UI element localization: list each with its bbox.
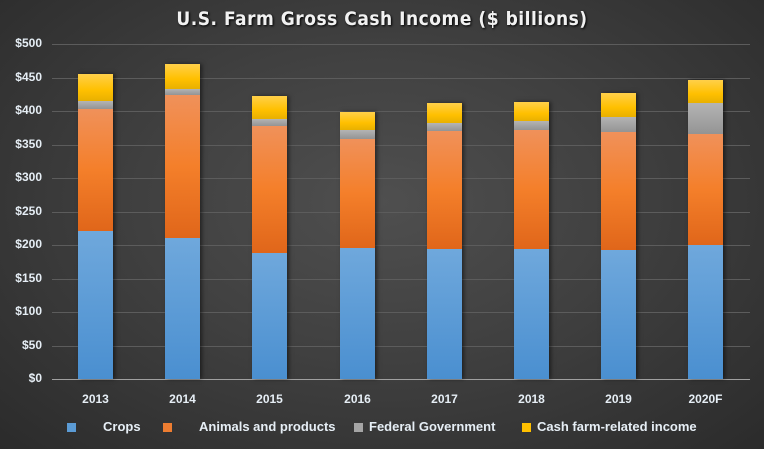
bar-2016[interactable] bbox=[340, 112, 375, 379]
y-tick-label: $200 bbox=[15, 237, 42, 251]
x-tick-label: 2016 bbox=[344, 392, 371, 406]
y-tick-label: $150 bbox=[15, 271, 42, 285]
bar-segment-cash[interactable] bbox=[601, 92, 636, 118]
bar-segment-cash[interactable] bbox=[78, 74, 113, 101]
legend-label-crops[interactable]: Crops bbox=[103, 419, 141, 434]
bar-segment-cash[interactable] bbox=[427, 102, 462, 124]
bar-segment-animals[interactable] bbox=[601, 131, 636, 250]
gridline bbox=[52, 178, 750, 179]
bar-segment-federal[interactable] bbox=[165, 88, 200, 95]
gridline bbox=[52, 346, 750, 347]
y-tick-label: $250 bbox=[15, 204, 42, 218]
gridline bbox=[52, 78, 750, 79]
bar-segment-animals[interactable] bbox=[165, 94, 200, 239]
bar-2017[interactable] bbox=[427, 102, 462, 379]
bar-segment-cash[interactable] bbox=[514, 102, 549, 122]
bar-segment-crops[interactable] bbox=[252, 253, 287, 379]
bar-2018[interactable] bbox=[514, 102, 549, 379]
bar-2015[interactable] bbox=[252, 96, 287, 379]
gridline bbox=[52, 279, 750, 280]
bar-segment-federal[interactable] bbox=[340, 129, 375, 140]
bar-segment-federal[interactable] bbox=[427, 123, 462, 132]
x-tick-label: 2015 bbox=[256, 392, 283, 406]
bar-segment-cash[interactable] bbox=[688, 80, 723, 103]
bar-segment-crops[interactable] bbox=[514, 249, 549, 379]
y-tick-label: $500 bbox=[15, 36, 42, 50]
bar-segment-animals[interactable] bbox=[340, 139, 375, 248]
y-tick-label: $100 bbox=[15, 304, 42, 318]
y-tick-label: $0 bbox=[28, 371, 42, 385]
bar-segment-federal[interactable] bbox=[78, 100, 113, 109]
legend-swatch-crops-icon bbox=[67, 423, 76, 432]
bar-2020F[interactable] bbox=[688, 80, 723, 379]
bar-2014[interactable] bbox=[165, 64, 200, 379]
gridline bbox=[52, 312, 750, 313]
bar-segment-federal[interactable] bbox=[252, 119, 287, 126]
x-tick-label: 2018 bbox=[518, 392, 545, 406]
legend-swatch-animals-icon bbox=[163, 423, 172, 432]
bar-segment-crops[interactable] bbox=[340, 247, 375, 379]
bar-segment-cash[interactable] bbox=[252, 96, 287, 120]
bar-segment-federal[interactable] bbox=[514, 121, 549, 130]
bar-segment-cash[interactable] bbox=[165, 64, 200, 89]
legend-label-animals[interactable]: Animals and products bbox=[199, 419, 336, 434]
gridline bbox=[52, 245, 750, 246]
bar-segment-crops[interactable] bbox=[165, 238, 200, 379]
bar-segment-crops[interactable] bbox=[78, 230, 113, 379]
chart-title: U.S. Farm Gross Cash Income ($ billions) bbox=[176, 8, 588, 30]
bar-segment-animals[interactable] bbox=[78, 108, 113, 231]
bar-segment-animals[interactable] bbox=[427, 131, 462, 250]
bar-segment-crops[interactable] bbox=[688, 244, 723, 379]
bar-segment-federal[interactable] bbox=[601, 117, 636, 132]
bar-2019[interactable] bbox=[601, 92, 636, 379]
bar-segment-animals[interactable] bbox=[514, 129, 549, 250]
x-tick-label: 2019 bbox=[605, 392, 632, 406]
bar-segment-cash[interactable] bbox=[340, 112, 375, 130]
gridline bbox=[52, 111, 750, 112]
legend-label-cash[interactable]: Cash farm-related income bbox=[537, 419, 697, 434]
x-tick-label: 2013 bbox=[82, 392, 109, 406]
gridline bbox=[52, 44, 750, 45]
y-tick-label: $300 bbox=[15, 170, 42, 184]
x-tick-label: 2014 bbox=[169, 392, 196, 406]
y-tick-label: $450 bbox=[15, 70, 42, 84]
y-tick-label: $400 bbox=[15, 103, 42, 117]
bar-segment-federal[interactable] bbox=[688, 102, 723, 134]
bar-segment-crops[interactable] bbox=[427, 249, 462, 379]
y-tick-label: $350 bbox=[15, 137, 42, 151]
bar-segment-animals[interactable] bbox=[688, 133, 723, 245]
bar-segment-animals[interactable] bbox=[252, 125, 287, 254]
legend-swatch-cash-icon bbox=[522, 423, 531, 432]
gridline bbox=[52, 212, 750, 213]
bar-segment-crops[interactable] bbox=[601, 249, 636, 379]
gridline bbox=[52, 145, 750, 146]
y-tick-label: $50 bbox=[21, 338, 42, 352]
x-tick-label: 2017 bbox=[431, 392, 458, 406]
bar-2013[interactable] bbox=[78, 74, 113, 379]
x-tick-label: 2020F bbox=[688, 392, 723, 406]
x-axis-line bbox=[52, 379, 750, 380]
legend-swatch-federal-icon bbox=[354, 423, 363, 432]
legend-label-federal[interactable]: Federal Government bbox=[369, 419, 496, 434]
